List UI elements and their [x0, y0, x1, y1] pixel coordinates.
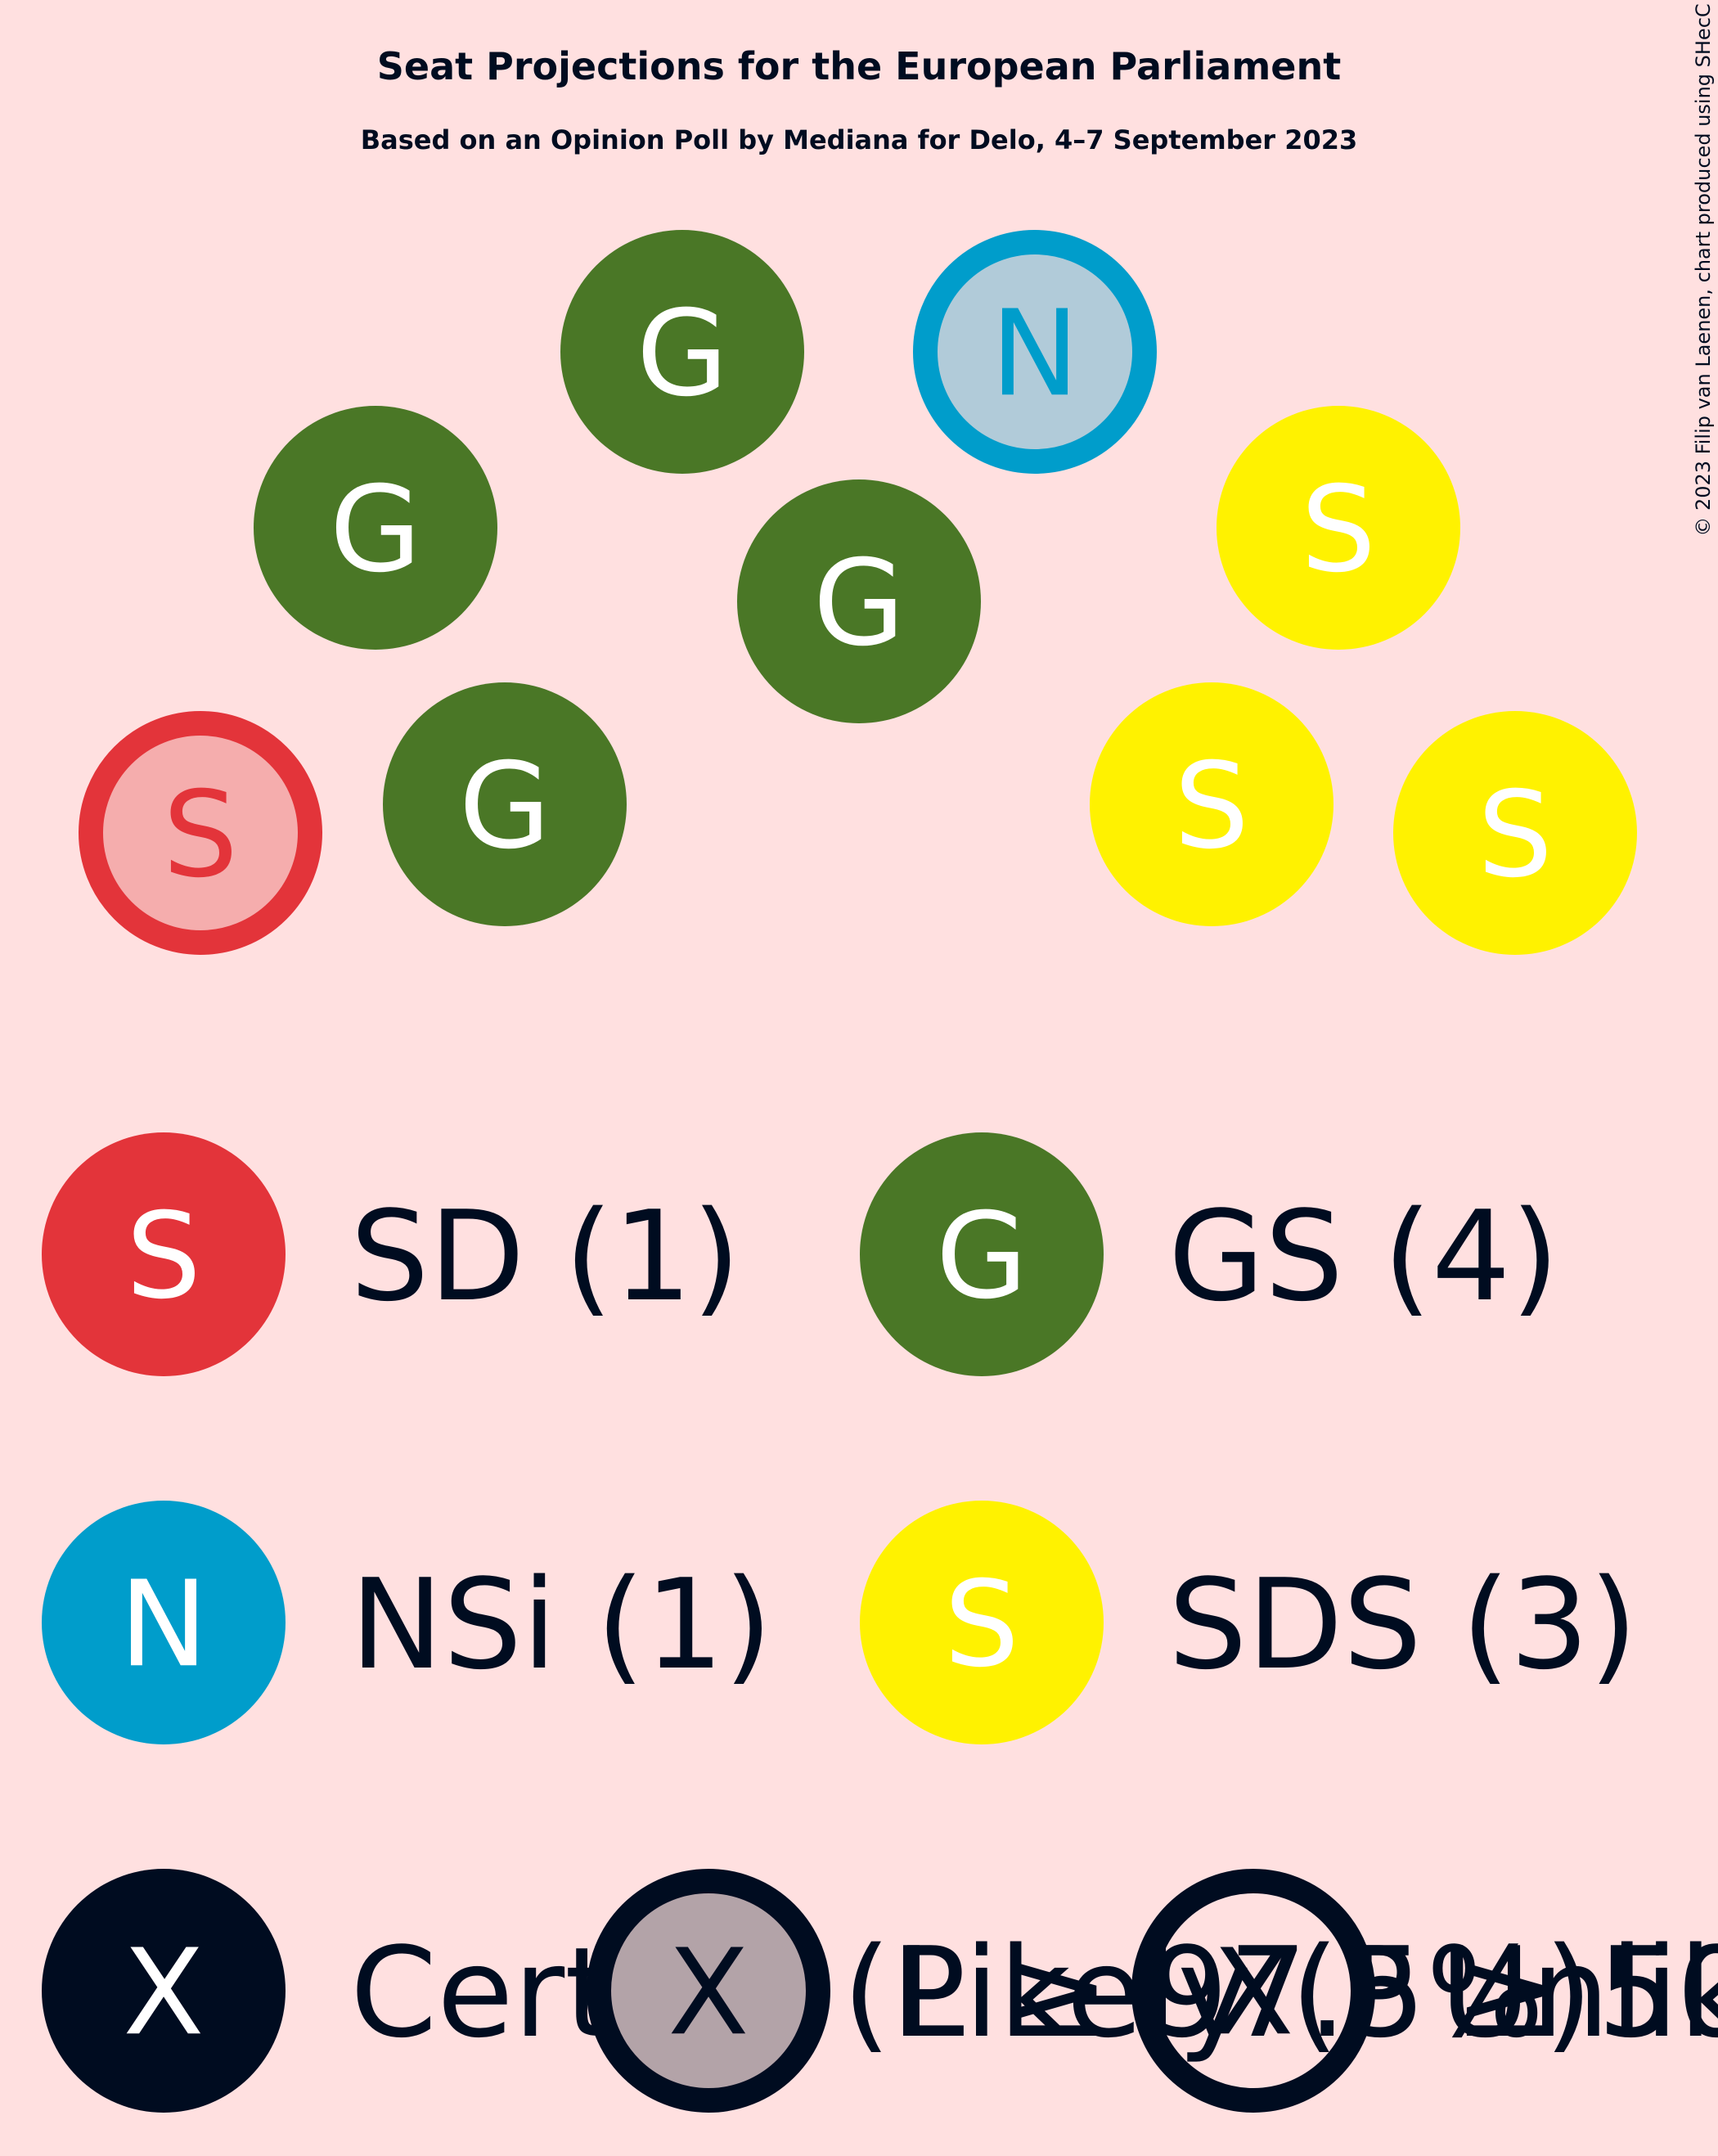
status-label: Certain (P ≥ 97.5%) [350, 1920, 1593, 2065]
seat-sds-8: S [1090, 682, 1333, 926]
legend-item-sd: S SD (1) [42, 1132, 740, 1376]
seat-letter: N [991, 285, 1079, 423]
seat-circle [1090, 682, 1333, 926]
seat-circle [79, 711, 322, 955]
seat-gs-5: G [737, 479, 981, 723]
seat-letter: G [636, 285, 728, 423]
chart-subtitle: Based on an Opinion Poll by Mediana for … [361, 124, 1358, 155]
legend-label: GS (4) [1168, 1184, 1559, 1329]
seat-circle [737, 479, 981, 723]
status-swatch [1131, 1869, 1375, 2113]
legend-label: NSi (1) [350, 1552, 772, 1697]
legend-swatch-letter: S [126, 1187, 201, 1326]
seat-letter: S [1174, 737, 1249, 875]
seat-circle [254, 406, 497, 650]
status-label: Likely (P ≥ 50%) [895, 1920, 1718, 2065]
status-swatch [587, 1869, 830, 2113]
seat-gs-2: G [383, 682, 627, 926]
legend-item-nsi: N NSi (1) [42, 1501, 772, 1744]
party-legend: S SD (1) G GS (4) N NSi (1) S SDS (3) [42, 1132, 1638, 1744]
seat-circle [383, 682, 627, 926]
legend-label: SD (1) [350, 1184, 740, 1329]
legend-swatch [860, 1132, 1104, 1376]
seat-letter: S [163, 766, 238, 904]
legend-swatch-letter: G [936, 1187, 1028, 1326]
status-label: Unlikely [1440, 1920, 1718, 2065]
seat-sds-9: S [1393, 711, 1637, 955]
legend-label: SDS (3) [1168, 1552, 1638, 1697]
seat-circle [560, 230, 804, 474]
status-swatch-letter: X [123, 1924, 204, 2062]
status-swatch [42, 1869, 286, 2113]
seat-nsi-6: N [913, 230, 1157, 474]
seat-sds-7: S [1217, 406, 1460, 650]
legend-swatch [42, 1501, 286, 1744]
legend-swatch [42, 1132, 286, 1376]
legend-item-gs: G GS (4) [860, 1132, 1559, 1376]
seat-gs-4: G [560, 230, 804, 474]
seat-circle [913, 230, 1157, 474]
copyright-note: © 2023 Filip van Laenen, chart produced … [1692, 3, 1715, 536]
seat-gs-3: G [254, 406, 497, 650]
legend-item-sds: S SDS (3) [860, 1501, 1638, 1744]
status-item-certain: X Certain (P ≥ 97.5%) [42, 1869, 1593, 2113]
legend-swatch [860, 1501, 1104, 1744]
legend-swatch-letter: S [944, 1555, 1019, 1694]
seat-letter: S [1477, 766, 1553, 904]
status-item-unlikely: X Unlikely [1131, 1869, 1718, 2113]
seat-circle [1393, 711, 1637, 955]
chart-title: Seat Projections for the European Parlia… [377, 44, 1341, 88]
legend-swatch-letter: N [119, 1555, 208, 1694]
seat-letter: G [459, 737, 551, 875]
seat-letter: G [330, 461, 421, 599]
status-swatch-letter: X [1212, 1924, 1293, 2062]
seat-letter: G [813, 534, 905, 673]
seat-circle [1217, 406, 1460, 650]
status-swatch-letter: X [668, 1924, 749, 2062]
seat-letter: S [1301, 461, 1376, 599]
seat-sd-1: S [79, 711, 322, 955]
